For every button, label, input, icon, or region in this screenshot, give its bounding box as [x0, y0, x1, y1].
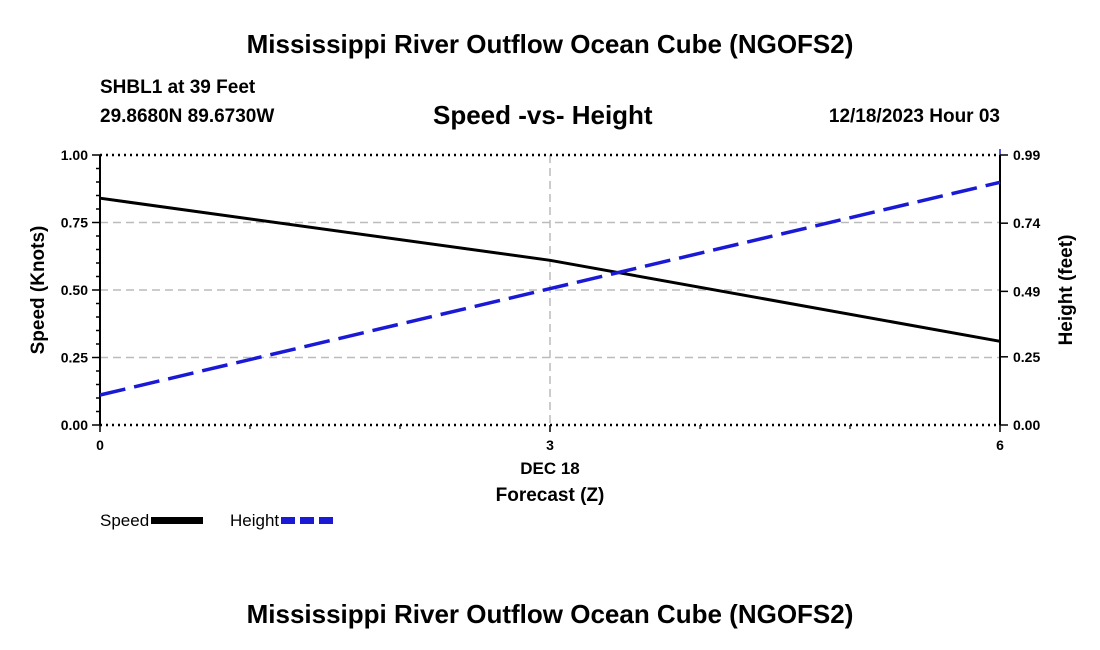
- labels-layer: 0.00 0.25 0.50 0.75 1.00 0.00 0.25 0.49 0.74 0.99…: [28, 147, 1077, 506]
- y-left-tick-label: 0.75: [61, 215, 88, 231]
- legend-speed: Speed: [100, 510, 204, 531]
- axes-layer: [92, 149, 1008, 432]
- x-axis-label: Forecast (Z): [496, 485, 605, 506]
- chart-title: Speed -vs- Height: [433, 100, 653, 130]
- legend-height-swatch: [281, 517, 334, 525]
- y-left-tick-label: 1.00: [61, 147, 88, 163]
- station-label: SHBL1 at 39 Feet: [100, 77, 256, 98]
- legend-speed-label: Speed: [100, 510, 150, 530]
- y-right-tick-label: 0.99: [1013, 147, 1040, 163]
- y-right-axis-label: Height (feet): [1056, 235, 1077, 346]
- footer-title: Mississippi River Outflow Ocean Cube (NG…: [246, 599, 854, 629]
- x-tick-label: 6: [996, 437, 1004, 453]
- station-coordinates: 29.8680N 89.6730W: [100, 106, 275, 127]
- x-tick-label: 3: [546, 437, 554, 453]
- legend-height: Height: [230, 510, 334, 531]
- legend-height-label: Height: [230, 510, 280, 530]
- x-date-label: DEC 18: [520, 459, 580, 478]
- series-line-height: [99, 180, 1001, 397]
- y-left-tick-label: 0.50: [61, 282, 88, 298]
- y-left-tick-label: 0.25: [61, 350, 88, 366]
- y-right-tick-label: 0.74: [1013, 215, 1040, 231]
- page-title: Mississippi River Outflow Ocean Cube (NG…: [246, 29, 854, 59]
- series-line-speed: [99, 196, 1001, 343]
- legend-speed-swatch: [151, 517, 204, 525]
- y-right-tick-label: 0.25: [1013, 349, 1040, 365]
- forecast-datetime: 12/18/2023 Hour 03: [828, 106, 1000, 127]
- x-tick-label: 0: [96, 437, 104, 453]
- y-right-tick-label: 0.49: [1013, 283, 1040, 299]
- y-right-tick-label: 0.00: [1013, 417, 1040, 433]
- series-layer: [99, 180, 1001, 397]
- y-left-tick-label: 0.00: [61, 417, 88, 433]
- y-left-axis-label: Speed (Knots): [28, 226, 49, 355]
